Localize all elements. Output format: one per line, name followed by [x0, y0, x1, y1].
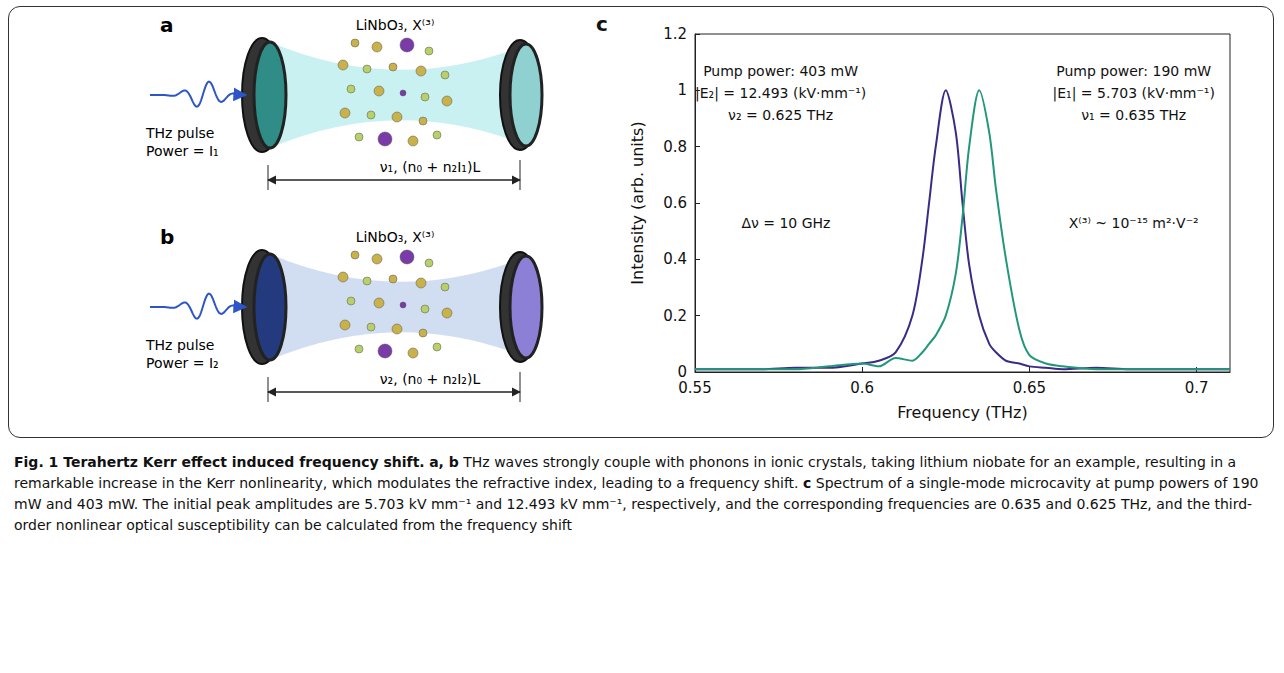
svg-text:0.7: 0.7: [1185, 379, 1209, 397]
svg-text:Δν = 10 GHz: Δν = 10 GHz: [741, 215, 830, 231]
svg-text:ν₂ = 0.625 THz: ν₂ = 0.625 THz: [728, 107, 833, 123]
svg-text:0.6: 0.6: [850, 379, 874, 397]
svg-text:ν₁ = 0.635 THz: ν₁ = 0.635 THz: [1081, 107, 1186, 123]
svg-text:Power = I₁: Power = I₁: [146, 143, 219, 159]
html-text:c: c: [596, 12, 608, 36]
svg-text:THz pulse: THz pulse: [145, 125, 214, 141]
svg-text:Pump power: 403 mW: Pump power: 403 mW: [703, 63, 858, 79]
svg-text:1.2: 1.2: [663, 25, 687, 43]
svg-text:X⁽³⁾ ~ 10⁻¹⁵ m²·V⁻²: X⁽³⁾ ~ 10⁻¹⁵ m²·V⁻²: [1069, 215, 1199, 231]
svg-text:LiNbO₃, X⁽³⁾: LiNbO₃, X⁽³⁾: [356, 229, 435, 245]
svg-text:0: 0: [677, 363, 687, 381]
svg-text:0.6: 0.6: [663, 194, 687, 212]
svg-text:ν₂, (n₀ + n₂I₂)L: ν₂, (n₀ + n₂I₂)L: [380, 371, 481, 387]
svg-text:|E₁| = 5.703 (kV·mm⁻¹): |E₁| = 5.703 (kV·mm⁻¹): [1053, 85, 1215, 102]
svg-text:ν₁, (n₀ + n₂I₁)L: ν₁, (n₀ + n₂I₁)L: [380, 159, 481, 175]
svg-text:0.65: 0.65: [1013, 379, 1046, 397]
svg-text:0.2: 0.2: [663, 307, 687, 325]
html-text:Fig. 1 Terahertz Kerr effect i: Fig. 1 Terahertz Kerr effect induced fre…: [14, 454, 1259, 533]
svg-text:Frequency (THz): Frequency (THz): [897, 403, 1027, 422]
svg-text:1: 1: [677, 81, 687, 99]
svg-text:Power = I₂: Power = I₂: [146, 355, 219, 371]
svg-text:Pump power: 190 mW: Pump power: 190 mW: [1056, 63, 1211, 79]
svg-text:Intensity (arb. units): Intensity (arb. units): [628, 121, 647, 284]
svg-text:b: b: [160, 225, 174, 249]
svg-text:THz pulse: THz pulse: [145, 337, 214, 353]
svg-text:a: a: [160, 13, 174, 37]
svg-text:|E₂| = 12.493 (kV·mm⁻¹): |E₂| = 12.493 (kV·mm⁻¹): [695, 85, 866, 102]
svg-text:0.4: 0.4: [663, 250, 687, 268]
svg-text:0.55: 0.55: [678, 379, 711, 397]
svg-text:LiNbO₃, X⁽³⁾: LiNbO₃, X⁽³⁾: [356, 17, 435, 33]
svg-text:0.8: 0.8: [663, 138, 687, 156]
